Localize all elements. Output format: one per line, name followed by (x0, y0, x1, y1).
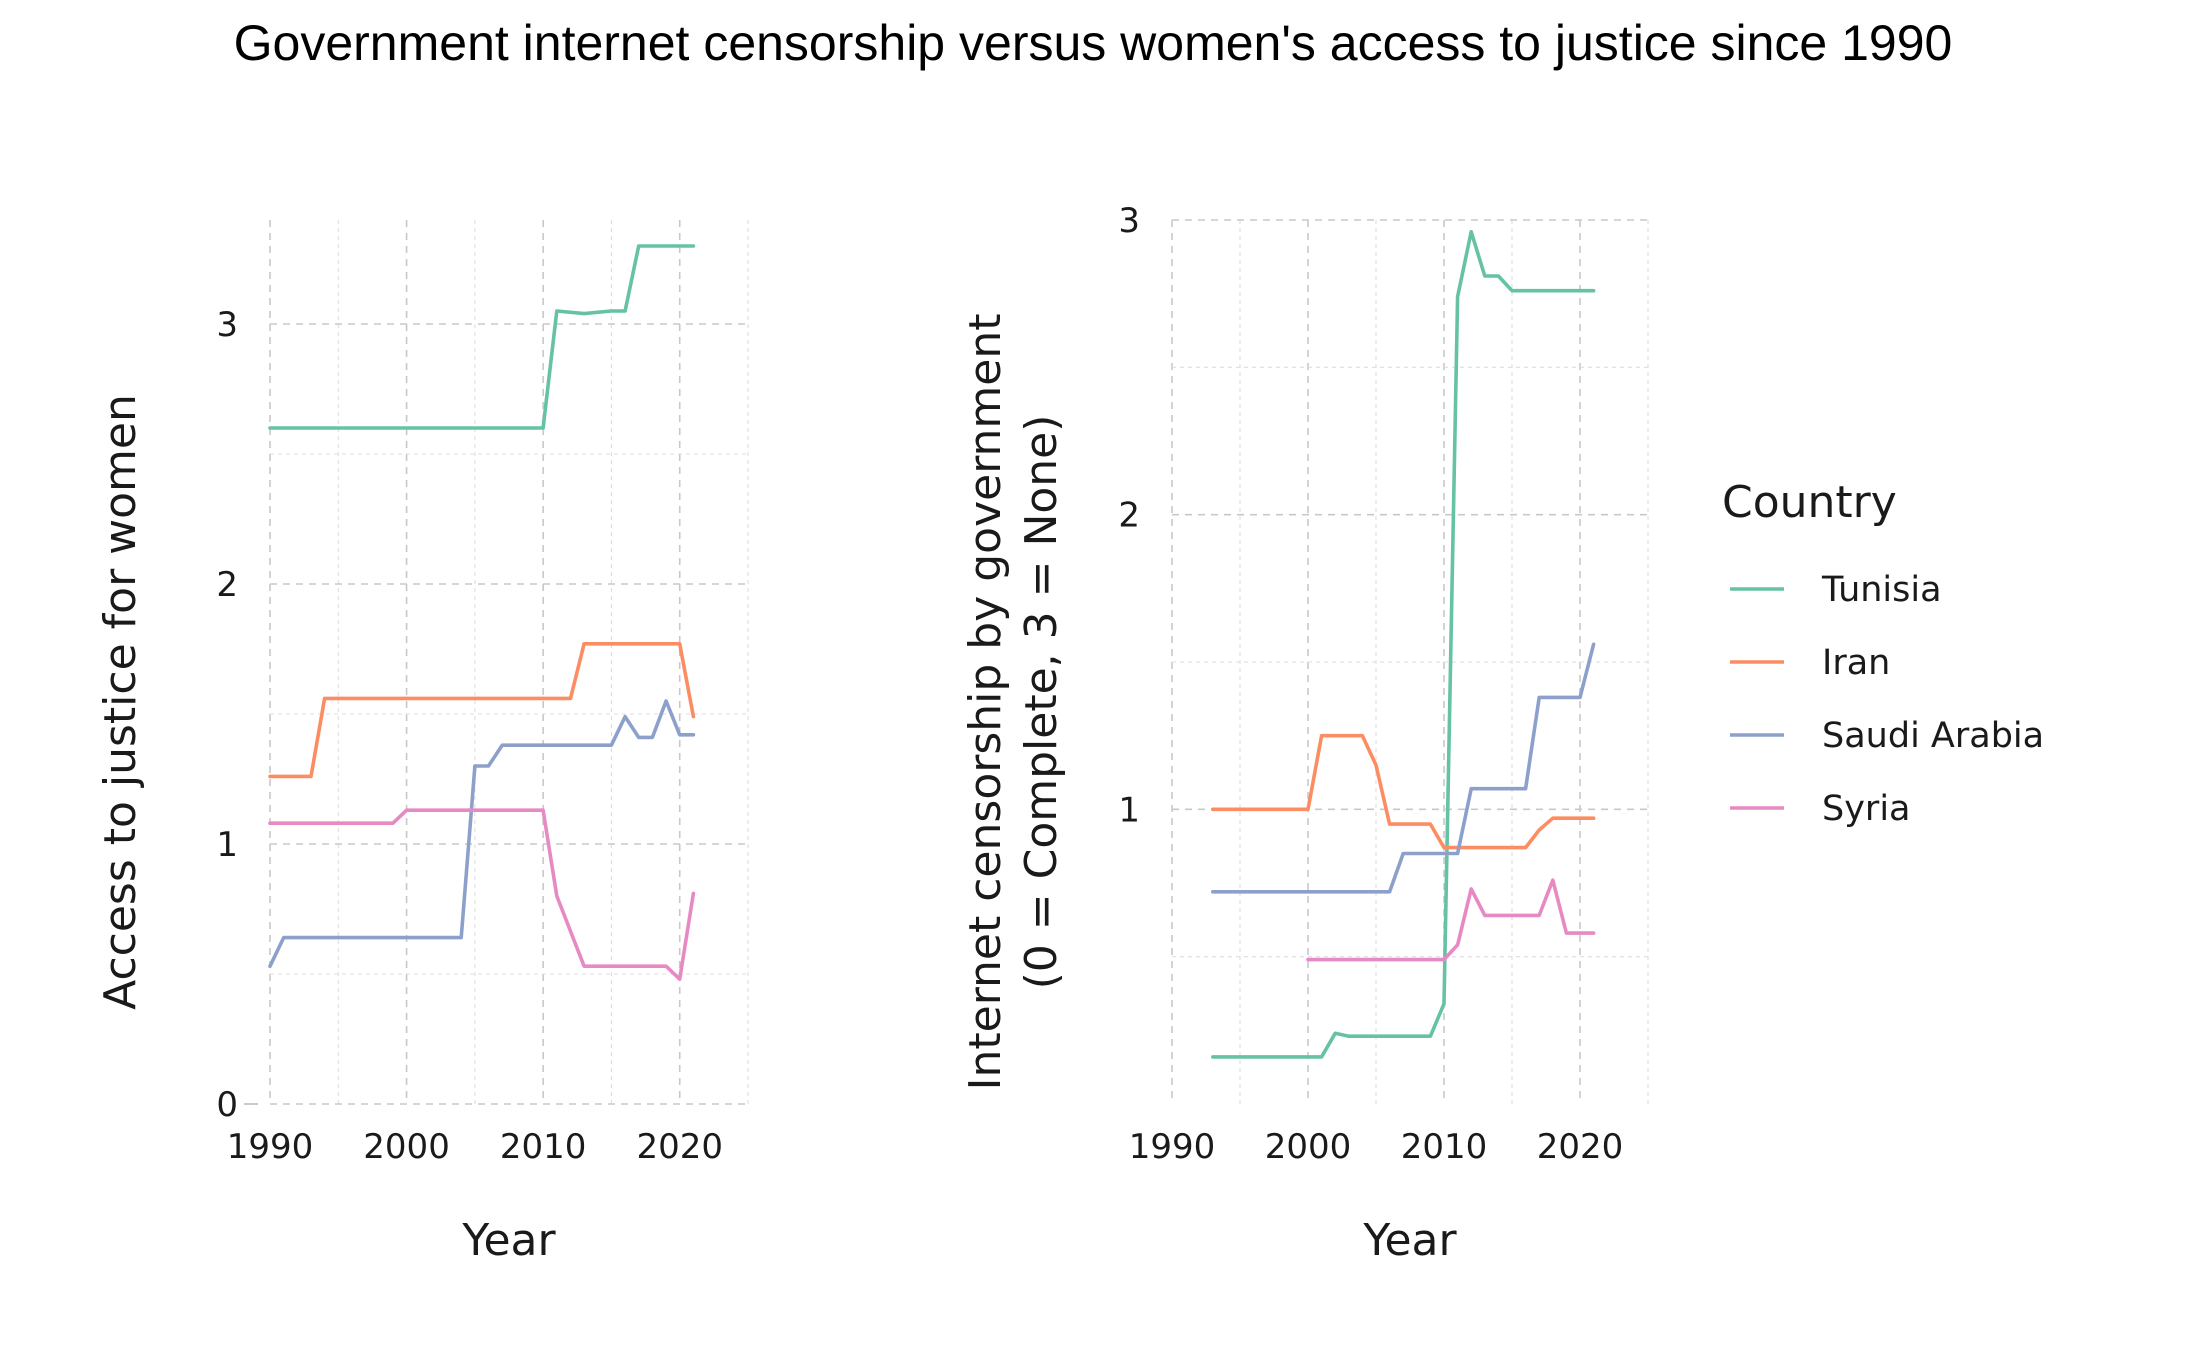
series-line-iran (1211, 733, 1596, 850)
series-line-saudi-arabia (268, 699, 696, 969)
legend: Country Tunisia Iran Saudi Arabia Syria (1722, 477, 2044, 829)
x-axis-title: Year (1362, 1215, 1457, 1266)
y-tick-label: 0 (216, 1085, 238, 1125)
series-line-iran (268, 641, 696, 779)
legend-label-tunisia: Tunisia (1821, 570, 1942, 610)
series-line-tunisia (268, 244, 696, 430)
x-axis-title: Year (461, 1215, 556, 1266)
x-tick-label: 2020 (1537, 1127, 1624, 1167)
access-to-justice-panel: 0 1 2 3 1990 2000 2010 2020 Year Access to justic… (95, 220, 749, 1266)
chart-title: Government internet censorship versus wo… (234, 15, 1953, 71)
x-tick-label: 2000 (1265, 1127, 1352, 1167)
x-tick-label: 2010 (500, 1127, 587, 1167)
y-axis-title: Access to justice for women (95, 394, 146, 1010)
y-tick-label: 2 (1118, 496, 1140, 536)
x-tick-label: 2000 (363, 1127, 450, 1167)
series-line-tunisia (1211, 230, 1596, 1059)
x-tick-label: 2020 (636, 1127, 723, 1167)
y-tick-label: 3 (1118, 201, 1140, 241)
legend-title: Country (1722, 477, 1897, 528)
x-tick-label: 1990 (1129, 1127, 1216, 1167)
x-tick-label: 1990 (227, 1127, 314, 1167)
y-tick-label: 2 (216, 565, 238, 605)
x-tick-label: 2010 (1401, 1127, 1488, 1167)
internet-censorship-panel: 1 2 3 1990 2000 2010 2020 Year Internet censorsh… (960, 201, 1649, 1266)
y-tick-label: 1 (1118, 790, 1140, 830)
y-tick-label: 3 (216, 305, 238, 345)
series-line-syria (1306, 878, 1596, 962)
legend-label-syria: Syria (1822, 789, 1911, 829)
series-line-syria (268, 808, 696, 982)
y-tick-label: 1 (216, 825, 238, 865)
legend-label-saudi-arabia: Saudi Arabia (1822, 716, 2044, 756)
series-line-saudi-arabia (1211, 642, 1596, 894)
legend-label-iran: Iran (1822, 643, 1890, 683)
y-axis-title: Internet censorship by government (0 = Co… (960, 314, 1067, 1091)
